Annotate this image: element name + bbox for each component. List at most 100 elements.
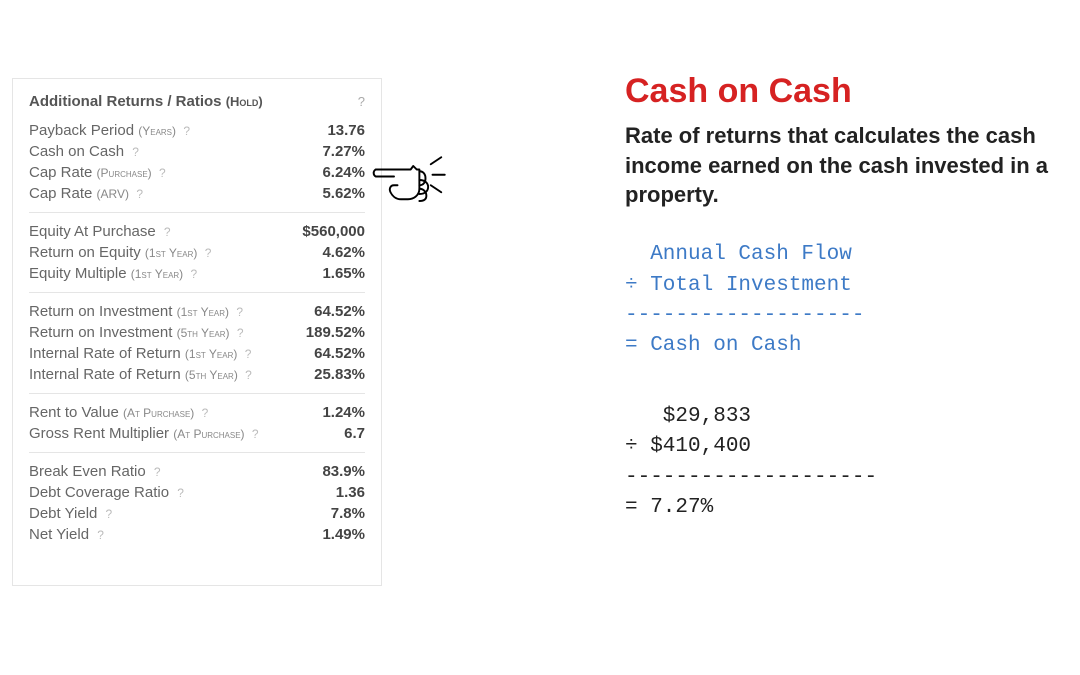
metric-label-text: Internal Rate of Return <box>29 366 185 383</box>
metric-label-text: Payback Period <box>29 122 138 139</box>
metric-label: Cap Rate (Purchase) ? <box>29 164 275 181</box>
panel-title-sub: (Hold) <box>226 94 263 109</box>
metric-value: 64.52% <box>275 303 365 320</box>
metrics-section: Payback Period (Years) ?13.76 Cash on Cas… <box>29 116 365 204</box>
metric-sub: (5th Year) <box>177 326 230 340</box>
metrics-section: Break Even Ratio ?83.9%Debt Coverage Rat… <box>29 452 365 545</box>
metric-row: Return on Investment (5th Year) ?189.52% <box>29 322 365 343</box>
help-icon[interactable]: ? <box>106 507 113 521</box>
metric-row: Cap Rate (Purchase) ?6.24% <box>29 162 365 183</box>
metric-value: 1.65% <box>275 265 365 282</box>
explanation-description: Rate of returns that calculates the cash… <box>625 121 1080 210</box>
help-icon[interactable]: ? <box>187 267 197 281</box>
metric-sub: (1st Year) <box>145 246 197 260</box>
panel-title-text: Additional Returns / Ratios <box>29 93 222 110</box>
help-icon[interactable]: ? <box>154 465 161 479</box>
metric-label: Cash on Cash ? <box>29 143 275 160</box>
metric-label-text: Return on Equity <box>29 244 145 261</box>
metrics-section: Return on Investment (1st Year) ?64.52%R… <box>29 292 365 385</box>
metric-label-text: Return on Investment <box>29 324 177 341</box>
metric-row: Equity Multiple (1st Year) ?1.65% <box>29 263 365 284</box>
metric-label-text: Rent to Value <box>29 404 123 421</box>
metric-row: Equity At Purchase ?$560,000 <box>29 221 365 242</box>
metric-label: Gross Rent Multiplier (At Purchase) ? <box>29 425 275 442</box>
metric-value: 1.24% <box>275 404 365 421</box>
metric-label: Break Even Ratio ? <box>29 463 275 480</box>
metric-sub: (ARV) <box>97 187 129 201</box>
metric-label-text: Internal Rate of Return <box>29 345 185 362</box>
formula-block: Annual Cash Flow ÷ Total Investment ----… <box>625 240 1080 362</box>
help-icon[interactable]: ? <box>198 406 208 420</box>
metric-value: 1.36 <box>275 484 365 501</box>
metric-label-text: Debt Coverage Ratio <box>29 484 173 501</box>
metrics-section: Rent to Value (At Purchase) ?1.24%Gross … <box>29 393 365 444</box>
help-icon[interactable]: ? <box>241 347 251 361</box>
metric-sub: (Years) <box>138 124 176 138</box>
metric-sub: (Purchase) <box>97 166 152 180</box>
metric-row: Return on Equity (1st Year) ?4.62% <box>29 242 365 263</box>
metric-label-text: Gross Rent Multiplier <box>29 425 173 442</box>
help-icon[interactable]: ? <box>233 305 243 319</box>
metrics-section: Equity At Purchase ?$560,000Return on Eq… <box>29 212 365 284</box>
metric-sub: (1st Year) <box>131 267 183 281</box>
metric-label: Equity At Purchase ? <box>29 223 275 240</box>
help-icon[interactable]: ? <box>242 368 252 382</box>
metric-label-text: Cap Rate <box>29 164 97 181</box>
metric-row: Net Yield ?1.49% <box>29 524 365 545</box>
metric-value: 1.49% <box>275 526 365 543</box>
help-icon[interactable]: ? <box>233 326 243 340</box>
metric-label: Equity Multiple (1st Year) ? <box>29 265 275 282</box>
metric-label: Return on Equity (1st Year) ? <box>29 244 275 261</box>
metric-label: Return on Investment (5th Year) ? <box>29 324 275 341</box>
metric-sub: (1st Year) <box>185 347 237 361</box>
help-icon[interactable]: ? <box>180 124 190 138</box>
metric-value: 6.7 <box>275 425 365 442</box>
help-icon[interactable]: ? <box>201 246 211 260</box>
help-icon[interactable]: ? <box>156 166 166 180</box>
metric-value: 6.24% <box>275 164 365 181</box>
sections-container: Payback Period (Years) ?13.76 Cash on Cas… <box>29 116 365 545</box>
metric-value: 189.52% <box>275 324 365 341</box>
help-icon[interactable]: ? <box>132 145 139 159</box>
explanation-title: Cash on Cash <box>625 72 1080 111</box>
metric-value: 64.52% <box>275 345 365 362</box>
metric-label: Internal Rate of Return (1st Year) ? <box>29 345 275 362</box>
metric-label-text: Cash on Cash <box>29 143 128 160</box>
metric-label: Payback Period (Years) ? <box>29 122 275 139</box>
help-icon[interactable]: ? <box>358 94 365 109</box>
metric-row: Cash on Cash ?7.27% <box>29 141 365 162</box>
metric-row: Internal Rate of Return (5th Year) ?25.8… <box>29 364 365 385</box>
metric-value: 4.62% <box>275 244 365 261</box>
metric-row: Debt Coverage Ratio ? 1.36 <box>29 482 365 503</box>
metric-label: Net Yield ? <box>29 526 275 543</box>
metric-label: Internal Rate of Return (5th Year) ? <box>29 366 275 383</box>
metric-row: Internal Rate of Return (1st Year) ?64.5… <box>29 343 365 364</box>
metric-value: 83.9% <box>275 463 365 480</box>
panel-title: Additional Returns / Ratios (Hold) <box>29 93 263 110</box>
metric-value: 7.27% <box>275 143 365 160</box>
metric-row: Rent to Value (At Purchase) ? 1.24% <box>29 402 365 423</box>
metric-sub: (At Purchase) <box>123 406 194 420</box>
metric-row: Gross Rent Multiplier (At Purchase) ?6.7 <box>29 423 365 444</box>
metric-sub: (At Purchase) <box>173 427 244 441</box>
metric-value: 7.8% <box>275 505 365 522</box>
metric-label-text: Return on Investment <box>29 303 177 320</box>
pointing-hand-icon <box>370 145 460 215</box>
help-icon[interactable]: ? <box>97 528 104 542</box>
panel-header: Additional Returns / Ratios (Hold) ? <box>29 93 365 116</box>
metric-label-text: Net Yield <box>29 526 93 543</box>
explanation-pane: Cash on Cash Rate of returns that calcul… <box>625 72 1080 524</box>
metric-row: Break Even Ratio ?83.9% <box>29 461 365 482</box>
help-icon[interactable]: ? <box>249 427 259 441</box>
metric-value: 25.83% <box>275 366 365 383</box>
metric-value: $560,000 <box>275 223 365 240</box>
metric-label-text: Cap Rate <box>29 185 97 202</box>
returns-ratios-panel: Additional Returns / Ratios (Hold) ? Pay… <box>12 78 382 586</box>
metric-value: 5.62% <box>275 185 365 202</box>
metric-label: Return on Investment (1st Year) ? <box>29 303 275 320</box>
help-icon[interactable]: ? <box>133 187 143 201</box>
help-icon[interactable]: ? <box>177 486 184 500</box>
help-icon[interactable]: ? <box>164 225 171 239</box>
metric-label: Debt Yield ? <box>29 505 275 522</box>
metric-row: Payback Period (Years) ?13.76 <box>29 120 365 141</box>
